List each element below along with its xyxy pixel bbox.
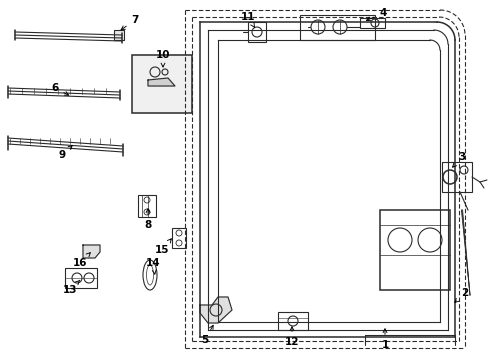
- Bar: [138, 195, 156, 217]
- Bar: [299, 15, 374, 40]
- Text: 16: 16: [73, 253, 90, 268]
- Text: 12: 12: [284, 327, 299, 347]
- Polygon shape: [83, 245, 100, 258]
- Text: 5: 5: [201, 325, 213, 345]
- Text: 14: 14: [145, 258, 160, 274]
- Text: 2: 2: [454, 288, 468, 302]
- Polygon shape: [148, 78, 175, 86]
- Text: 13: 13: [62, 280, 80, 295]
- Text: 9: 9: [59, 145, 72, 160]
- Text: 6: 6: [51, 83, 68, 95]
- Text: 4: 4: [366, 8, 386, 21]
- Text: 1: 1: [381, 329, 388, 350]
- Bar: [278, 312, 307, 330]
- Text: 7: 7: [121, 15, 139, 30]
- Bar: [114, 30, 124, 40]
- Bar: [379, 210, 449, 290]
- Bar: [359, 18, 384, 28]
- Polygon shape: [200, 297, 231, 323]
- Text: 3: 3: [451, 152, 465, 167]
- Bar: [172, 228, 185, 248]
- Text: 8: 8: [144, 209, 151, 230]
- Bar: [65, 268, 97, 288]
- Bar: [247, 22, 265, 42]
- Text: 15: 15: [154, 239, 171, 255]
- Text: 11: 11: [240, 12, 255, 27]
- Bar: [441, 162, 471, 192]
- Bar: [132, 55, 192, 113]
- Text: 10: 10: [156, 50, 170, 67]
